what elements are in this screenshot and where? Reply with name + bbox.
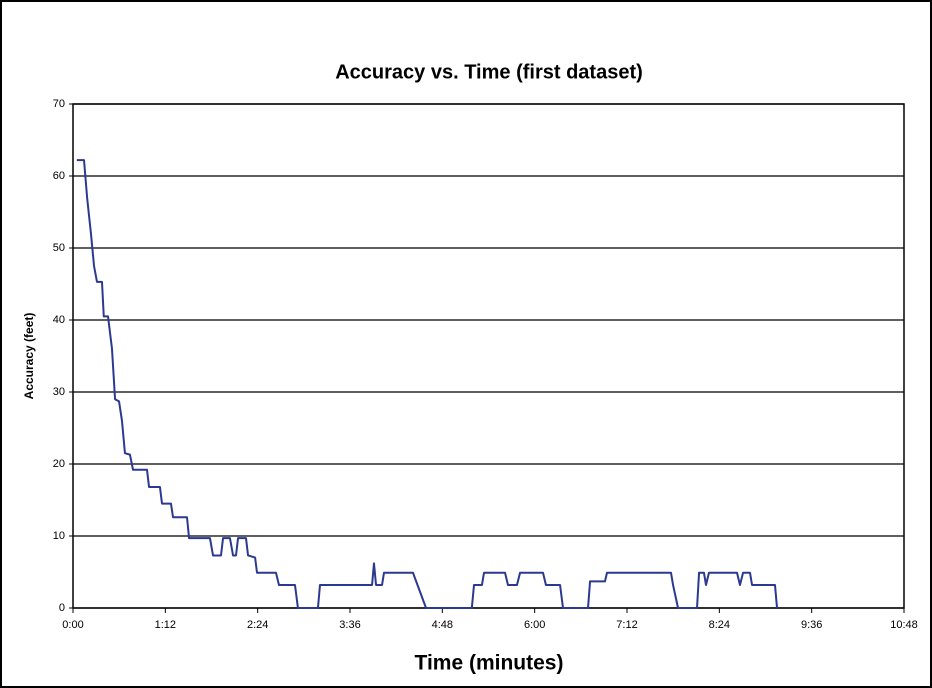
x-tick-label: 4:48: [432, 619, 453, 631]
y-tick-label: 40: [53, 314, 65, 326]
y-tick-label: 20: [53, 458, 65, 470]
y-tick-label: 10: [53, 530, 65, 542]
y-tick-label: 0: [59, 602, 65, 614]
x-axis-title: Time (minutes): [415, 652, 564, 675]
x-tick-label: 6:00: [524, 619, 545, 631]
chart-title: Accuracy vs. Time (first dataset): [335, 61, 643, 83]
x-tick-label: 7:12: [616, 619, 637, 631]
y-tick-label: 50: [53, 242, 65, 254]
y-tick-label: 60: [53, 170, 65, 182]
x-tick-label: 10:48: [890, 619, 918, 631]
data-line: [76, 159, 779, 609]
y-axis-title: Accuracy (feet): [22, 313, 36, 400]
y-tick-label: 70: [53, 98, 65, 110]
x-tick-label: 9:36: [801, 619, 822, 631]
x-tick-label: 2:24: [247, 619, 268, 631]
x-tick-label: 0:00: [62, 619, 83, 631]
y-tick-label: 30: [53, 386, 65, 398]
plot-border: [72, 103, 905, 609]
x-tick-label: 1:12: [155, 619, 176, 631]
x-tick-label: 3:36: [339, 619, 360, 631]
x-tick-label: 8:24: [709, 619, 730, 631]
